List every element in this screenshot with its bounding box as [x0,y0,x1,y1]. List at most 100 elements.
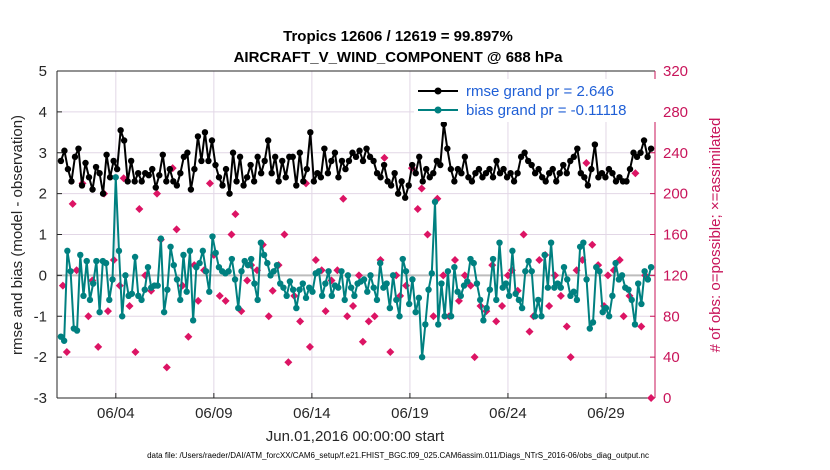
rmse-point [514,169,521,177]
bias-point [573,296,581,304]
bias-point [341,296,348,304]
y-tick-label: -1 [34,308,47,325]
assimilated-point [321,307,330,316]
assimilated-point [603,271,612,280]
rmse-point [152,184,159,191]
rmse-point [437,161,444,169]
bias-point [183,288,190,295]
rmse-point [205,157,212,165]
rmse-point [250,178,258,185]
rmse-point [556,169,563,177]
rmse-point [110,157,117,165]
assimilated-point [451,256,460,265]
x-tick-label: 06/04 [97,405,135,422]
assimilated-point [386,348,395,357]
bias-point [470,259,477,267]
legend-marker-bias [434,106,442,114]
assimilated-point [460,271,469,280]
rmse-point [317,174,325,181]
bias-point [96,308,103,316]
bias-point [122,272,129,279]
bias-point [173,276,181,283]
bias-point [364,288,371,295]
bias-point [335,284,342,291]
assimilated-marker [339,194,348,203]
assimilated-point [631,169,640,178]
bias-point [102,259,110,267]
bias-point [373,296,381,304]
x-tick-label: 06/14 [293,405,331,422]
assimilated-point [339,194,348,203]
chart-title: Tropics 12606 / 12619 = 99.897% [283,28,513,45]
rmse-point [163,178,170,185]
assimilated-point [184,332,193,341]
rmse-point [156,172,163,179]
rmse-point [127,157,135,165]
assimilated-point [131,348,140,357]
bias-point [83,257,90,265]
assimilated-point [492,317,501,326]
legend-rmse: rmse grand pr = 2.646 [466,83,614,100]
assimilated-marker [525,327,534,336]
assimilated-point [268,286,277,295]
rmse-point [208,137,216,144]
plot-marks [57,120,656,402]
rmse-point [92,163,100,171]
rmse-point [68,178,75,185]
bias-point [212,249,219,257]
bias-point [144,264,152,271]
bias-point [412,308,419,316]
rmse-point [117,127,124,134]
rmse-point [584,182,592,189]
rmse-point [500,165,507,173]
rmse-point [120,137,128,144]
rmse-point [113,165,121,173]
assimilated-marker [460,271,469,280]
rmse-point [430,169,437,177]
rmse-point [71,153,79,161]
rmse-point [398,178,405,185]
assimilated-point [470,353,479,362]
assimilated-marker [268,286,277,295]
rmse-point [363,145,370,152]
rmse-point [177,169,184,177]
assimilated-point [280,230,289,239]
assimilated-marker [205,179,214,188]
x-tick-label: 06/29 [587,405,625,422]
rmse-point [89,186,96,193]
bias-point [141,286,148,293]
bias-point [367,272,374,279]
rmse-point [191,165,198,173]
y-tick-label: 1 [39,227,47,244]
y-tick-label: -3 [34,390,47,407]
bias-point [583,276,590,283]
assimilated-marker [380,153,389,162]
bias-point [228,255,236,263]
rmse-point [387,182,395,189]
assimilated-point [380,153,389,162]
assimilated-marker [492,317,501,326]
rmse-point [521,149,528,156]
bias-point [515,296,523,304]
assimilated-marker [582,158,591,167]
bias-point [451,264,458,271]
bias-point [473,280,481,287]
assimilated-point [525,327,534,336]
bias-point [441,313,448,320]
assimilated-point [519,230,528,239]
rmse-point [440,120,448,128]
rmse-point [419,178,426,185]
bias-point [157,235,165,242]
rmse-point [300,178,307,185]
bias-point [244,261,252,269]
rmse-point [226,190,233,197]
rmse-point [391,169,398,177]
bias-point [138,296,145,304]
rmse-point [328,157,335,165]
bias-point [625,286,632,293]
assimilated-marker [429,312,438,321]
rmse-point [623,178,630,185]
assimilated-marker [311,256,320,265]
assimilated-point [215,291,224,300]
y-tick-label: 5 [39,63,47,80]
